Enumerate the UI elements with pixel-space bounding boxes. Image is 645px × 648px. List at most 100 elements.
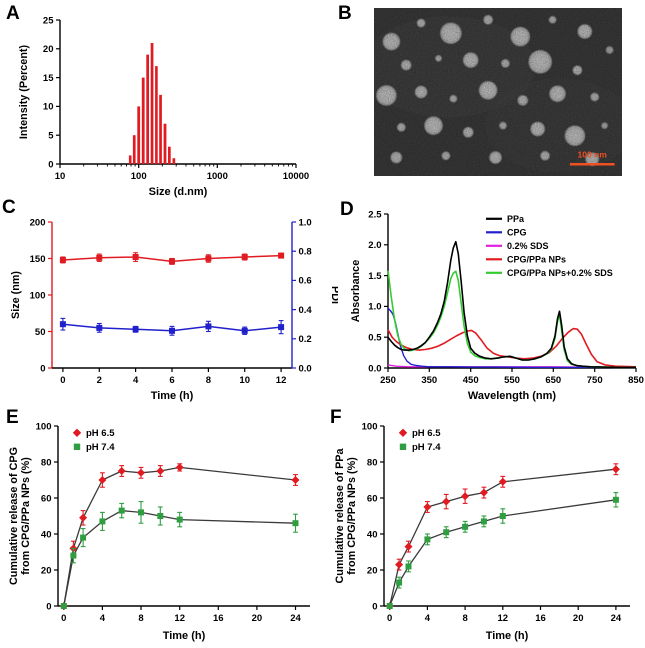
svg-text:0.4: 0.4 <box>299 305 313 316</box>
svg-text:0: 0 <box>40 363 45 374</box>
svg-text:50: 50 <box>35 327 46 338</box>
svg-text:0.0: 0.0 <box>299 363 312 374</box>
svg-text:8: 8 <box>462 613 467 624</box>
svg-text:1.0: 1.0 <box>368 302 381 313</box>
svg-text:12: 12 <box>174 613 185 624</box>
svg-text:150: 150 <box>30 254 46 265</box>
svg-text:10000: 10000 <box>283 171 309 182</box>
svg-text:100: 100 <box>36 421 52 432</box>
svg-text:750: 750 <box>587 375 603 386</box>
svg-text:0: 0 <box>372 601 377 612</box>
svg-text:2.0: 2.0 <box>368 240 381 251</box>
svg-text:2.5: 2.5 <box>368 209 382 220</box>
svg-text:100: 100 <box>30 290 46 301</box>
svg-text:20: 20 <box>367 565 378 576</box>
chart-F-svg: 0 4 8 12 16 20 24 0 20 40 60 80 100 Time (h) Cumulativ… <box>334 421 630 642</box>
svg-text:Time (h): Time (h) <box>486 630 529 642</box>
svg-text:12: 12 <box>276 375 287 386</box>
svg-text:Size (d.nm): Size (d.nm) <box>149 186 208 198</box>
svg-text:from CPG/PPa NPs (%): from CPG/PPa NPs (%) <box>346 457 358 575</box>
tem-image-svg: 100 nm <box>374 8 622 176</box>
svg-text:80: 80 <box>367 457 378 468</box>
chart-A-svg: 10 100 1000 10000 0 5 10 15 20 25 Size (d.nm) Inten… <box>18 15 309 198</box>
svg-text:Time (h): Time (h) <box>163 630 206 642</box>
size-pdi-stability-chart: 0 2 4 6 8 10 12 0 50 100 150 200 0.0 0.2 0.4 0.6 0.8 1.0 T… <box>8 212 338 404</box>
tem-micrograph: 100 nm <box>374 8 622 176</box>
svg-text:20: 20 <box>252 613 263 624</box>
svg-text:Intensity (Percent): Intensity (Percent) <box>18 45 30 140</box>
svg-text:pH 6.5: pH 6.5 <box>412 428 441 439</box>
svg-text:6: 6 <box>169 375 174 386</box>
svg-text:100 nm: 100 nm <box>578 150 608 160</box>
svg-text:0.6: 0.6 <box>299 276 312 287</box>
svg-text:4: 4 <box>425 613 431 624</box>
svg-text:850: 850 <box>628 375 644 386</box>
svg-text:8: 8 <box>138 613 143 624</box>
svg-text:24: 24 <box>611 613 622 624</box>
svg-text:100: 100 <box>362 421 378 432</box>
svg-text:0: 0 <box>61 613 66 624</box>
ppa-release-chart: 0 4 8 12 16 20 24 0 20 40 60 80 100 Time (h) Cumulativ… <box>332 414 642 644</box>
chart-D-svg: 250 350 450 550 650 750 850 0.0 0.5 1.0 1.5 2.0 2.5 W… <box>350 209 644 402</box>
svg-text:12: 12 <box>498 613 509 624</box>
svg-text:80: 80 <box>41 457 52 468</box>
svg-text:PDI: PDI <box>329 286 338 304</box>
panel-label-e: E <box>6 407 19 428</box>
svg-text:24: 24 <box>290 613 301 624</box>
svg-text:0: 0 <box>46 601 51 612</box>
svg-text:60: 60 <box>367 493 378 504</box>
svg-text:250: 250 <box>380 375 396 386</box>
svg-text:1000: 1000 <box>207 171 228 182</box>
svg-text:650: 650 <box>545 375 561 386</box>
svg-text:10: 10 <box>55 171 66 182</box>
svg-text:0.8: 0.8 <box>299 247 312 258</box>
svg-text:0: 0 <box>60 375 65 386</box>
cpg-release-chart: 0 4 8 12 16 20 24 0 20 40 60 80 100 Time (h) Cumulativ… <box>6 414 322 644</box>
svg-text:PPa: PPa <box>507 214 525 224</box>
svg-text:15: 15 <box>43 73 54 84</box>
svg-text:Time (h): Time (h) <box>151 390 194 402</box>
panel-label-a: A <box>6 3 20 24</box>
svg-text:4: 4 <box>100 613 106 624</box>
panel-label-c: C <box>2 197 16 218</box>
svg-text:0: 0 <box>387 613 392 624</box>
size-distribution-chart: 10 100 1000 10000 0 5 10 15 20 25 Size (d.nm) Inten… <box>16 8 312 200</box>
svg-text:0: 0 <box>48 159 53 170</box>
panel-label-f: F <box>330 407 342 428</box>
svg-text:from CPG/PPa NPs (%): from CPG/PPa NPs (%) <box>20 457 32 575</box>
svg-text:20: 20 <box>573 613 584 624</box>
svg-text:350: 350 <box>421 375 437 386</box>
svg-text:10: 10 <box>43 102 54 113</box>
chart-E-svg: 0 4 8 12 16 20 24 0 20 40 60 80 100 Time (h) Cumulativ… <box>8 421 310 642</box>
svg-text:0.2% SDS: 0.2% SDS <box>507 241 549 251</box>
svg-text:100: 100 <box>131 171 147 182</box>
svg-text:60: 60 <box>41 493 52 504</box>
svg-text:4: 4 <box>133 375 139 386</box>
svg-text:Cumulative release of CPG: Cumulative release of CPG <box>8 447 20 585</box>
svg-text:pH 7.4: pH 7.4 <box>86 442 115 453</box>
svg-text:200: 200 <box>30 217 46 228</box>
svg-text:16: 16 <box>535 613 546 624</box>
svg-text:Size (nm): Size (nm) <box>10 271 22 319</box>
svg-text:550: 550 <box>504 375 520 386</box>
svg-text:0.5: 0.5 <box>368 333 382 344</box>
svg-text:10: 10 <box>239 375 250 386</box>
svg-text:CPG/PPa NPs+0.2% SDS: CPG/PPa NPs+0.2% SDS <box>507 268 613 278</box>
svg-text:pH 6.5: pH 6.5 <box>86 428 115 439</box>
svg-text:Absorbance: Absorbance <box>350 260 362 322</box>
absorbance-spectra-chart: 250 350 450 550 650 750 850 0.0 0.5 1.0 1.5 2.0 2.5 W… <box>348 206 644 404</box>
svg-text:40: 40 <box>367 529 378 540</box>
svg-text:16: 16 <box>213 613 224 624</box>
svg-text:0.0: 0.0 <box>368 363 381 374</box>
svg-text:0.2: 0.2 <box>299 334 312 345</box>
svg-text:2: 2 <box>97 375 102 386</box>
svg-text:450: 450 <box>463 375 479 386</box>
svg-text:Wavelength (nm): Wavelength (nm) <box>468 390 557 402</box>
chart-C-svg: 0 2 4 6 8 10 12 0 50 100 150 200 0.0 0.2 0.4 0.6 0.8 1.0 T… <box>10 217 338 402</box>
svg-text:8: 8 <box>206 375 211 386</box>
svg-text:5: 5 <box>48 131 54 142</box>
svg-text:25: 25 <box>43 15 54 26</box>
svg-text:20: 20 <box>43 44 54 55</box>
svg-text:pH 7.4: pH 7.4 <box>412 442 441 453</box>
